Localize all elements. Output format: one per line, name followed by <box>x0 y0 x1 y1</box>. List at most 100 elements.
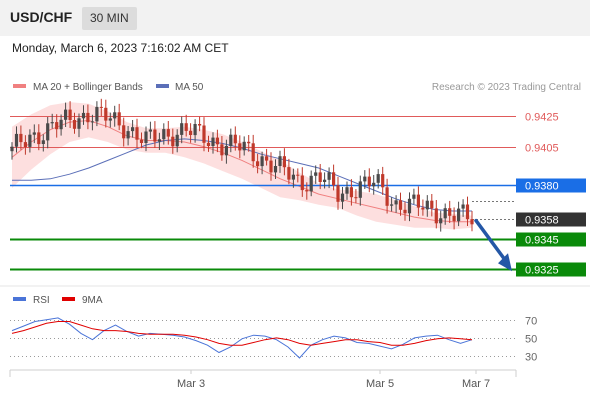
candle-body <box>162 129 166 140</box>
candle-body <box>470 219 474 225</box>
candle-body <box>349 187 353 198</box>
candle-body <box>256 161 260 167</box>
candle-body <box>131 127 135 132</box>
candle-body <box>14 133 19 147</box>
candle-body <box>434 208 438 224</box>
ma50-legend-label: MA 50 <box>175 82 204 93</box>
candles-layer <box>10 98 474 232</box>
candle-body <box>81 112 86 119</box>
ma50-legend-swatch <box>156 84 169 88</box>
candle-body <box>184 123 188 131</box>
candle-body <box>157 139 161 142</box>
candle-body <box>327 172 331 180</box>
timeframe-badge[interactable]: 30 MIN <box>82 7 137 30</box>
candle-body <box>269 160 273 173</box>
candle-body <box>260 156 264 167</box>
candle-body <box>10 146 14 152</box>
ma20-legend-label: MA 20 + Bollinger Bands <box>33 82 143 93</box>
candle-body <box>296 174 300 176</box>
candle-body <box>193 124 197 136</box>
candle-body <box>153 129 157 142</box>
candle-body <box>300 175 304 191</box>
candle-body <box>465 204 470 220</box>
forecast-arrow-head <box>498 253 512 272</box>
support-badge <box>516 262 586 277</box>
rsi-tick-label: 70 <box>525 316 537 328</box>
time-tick-label: Mar 5 <box>366 378 394 390</box>
support-label: 0.9325 <box>525 265 559 277</box>
rsi-layer: 70 50 30 <box>10 316 537 364</box>
candle-body <box>175 134 179 147</box>
candle-body <box>247 141 251 144</box>
resistance-label: 0.9425 <box>525 112 559 124</box>
candle-body <box>229 134 233 146</box>
candle-body <box>282 156 286 168</box>
candle-body <box>28 134 32 147</box>
candle-body <box>398 200 403 210</box>
candle-body <box>224 146 228 156</box>
candle-body <box>457 208 461 222</box>
candle-body <box>220 144 224 156</box>
candle-body <box>345 187 349 194</box>
time-tick-label: Mar 7 <box>462 378 490 390</box>
support-label: 0.9345 <box>525 235 559 247</box>
candle-body <box>117 112 121 126</box>
candle-body <box>461 204 465 209</box>
candle-body <box>363 176 367 182</box>
candle-body <box>139 139 144 143</box>
rsi-legend-swatch <box>13 297 26 301</box>
candle-body <box>287 167 291 180</box>
candle-body <box>323 179 327 182</box>
candle-body <box>354 197 358 199</box>
candle-body <box>211 137 215 146</box>
candle-body <box>104 107 108 121</box>
candle-body <box>108 118 112 121</box>
candle-body <box>189 130 193 135</box>
candle-body <box>126 131 130 139</box>
candle-body <box>448 208 452 216</box>
candle-body <box>291 174 295 180</box>
forecast-arrow-layer <box>474 218 512 272</box>
candle-body <box>305 190 309 192</box>
candle-body <box>233 134 237 144</box>
candle-body <box>180 123 184 135</box>
candle-body <box>86 112 90 123</box>
candle-body <box>206 142 211 146</box>
candle-body <box>314 172 318 176</box>
rsi-legend-label: RSI <box>33 295 50 306</box>
time-ticks-layer: Mar 3 Mar 5 Mar 7 <box>177 370 490 390</box>
candle-body <box>242 141 246 151</box>
candle-body <box>407 198 412 214</box>
candle-body <box>403 209 407 214</box>
candle-body <box>376 174 380 183</box>
rsi-tick-label: 50 <box>525 334 537 346</box>
candle-body <box>336 185 340 202</box>
candle-body <box>332 172 336 186</box>
candle-body <box>148 129 152 132</box>
candle-body <box>113 112 117 119</box>
candle-body <box>37 132 41 145</box>
candle-body <box>72 120 77 129</box>
candle-body <box>439 218 443 224</box>
header-bar: USD/CHF 30 MIN <box>0 0 590 36</box>
ma20-legend-swatch <box>13 84 26 88</box>
candle-body <box>452 215 456 222</box>
candle-body <box>59 119 63 130</box>
candle-body <box>122 125 126 139</box>
candle-body <box>144 131 148 143</box>
candle-body <box>41 140 45 144</box>
candle-body <box>68 109 72 120</box>
candle-body <box>273 166 278 173</box>
candle-body <box>55 122 59 130</box>
candle-body <box>251 143 255 162</box>
support-badge <box>516 232 586 247</box>
candle-body <box>171 136 175 147</box>
candle-body <box>309 175 313 192</box>
rsi-line <box>11 317 473 359</box>
rsi-tick-label: 30 <box>525 352 537 364</box>
pivot-badge <box>516 178 586 193</box>
candle-body <box>77 118 81 129</box>
candle-body <box>358 181 362 198</box>
candle-body <box>416 194 420 208</box>
